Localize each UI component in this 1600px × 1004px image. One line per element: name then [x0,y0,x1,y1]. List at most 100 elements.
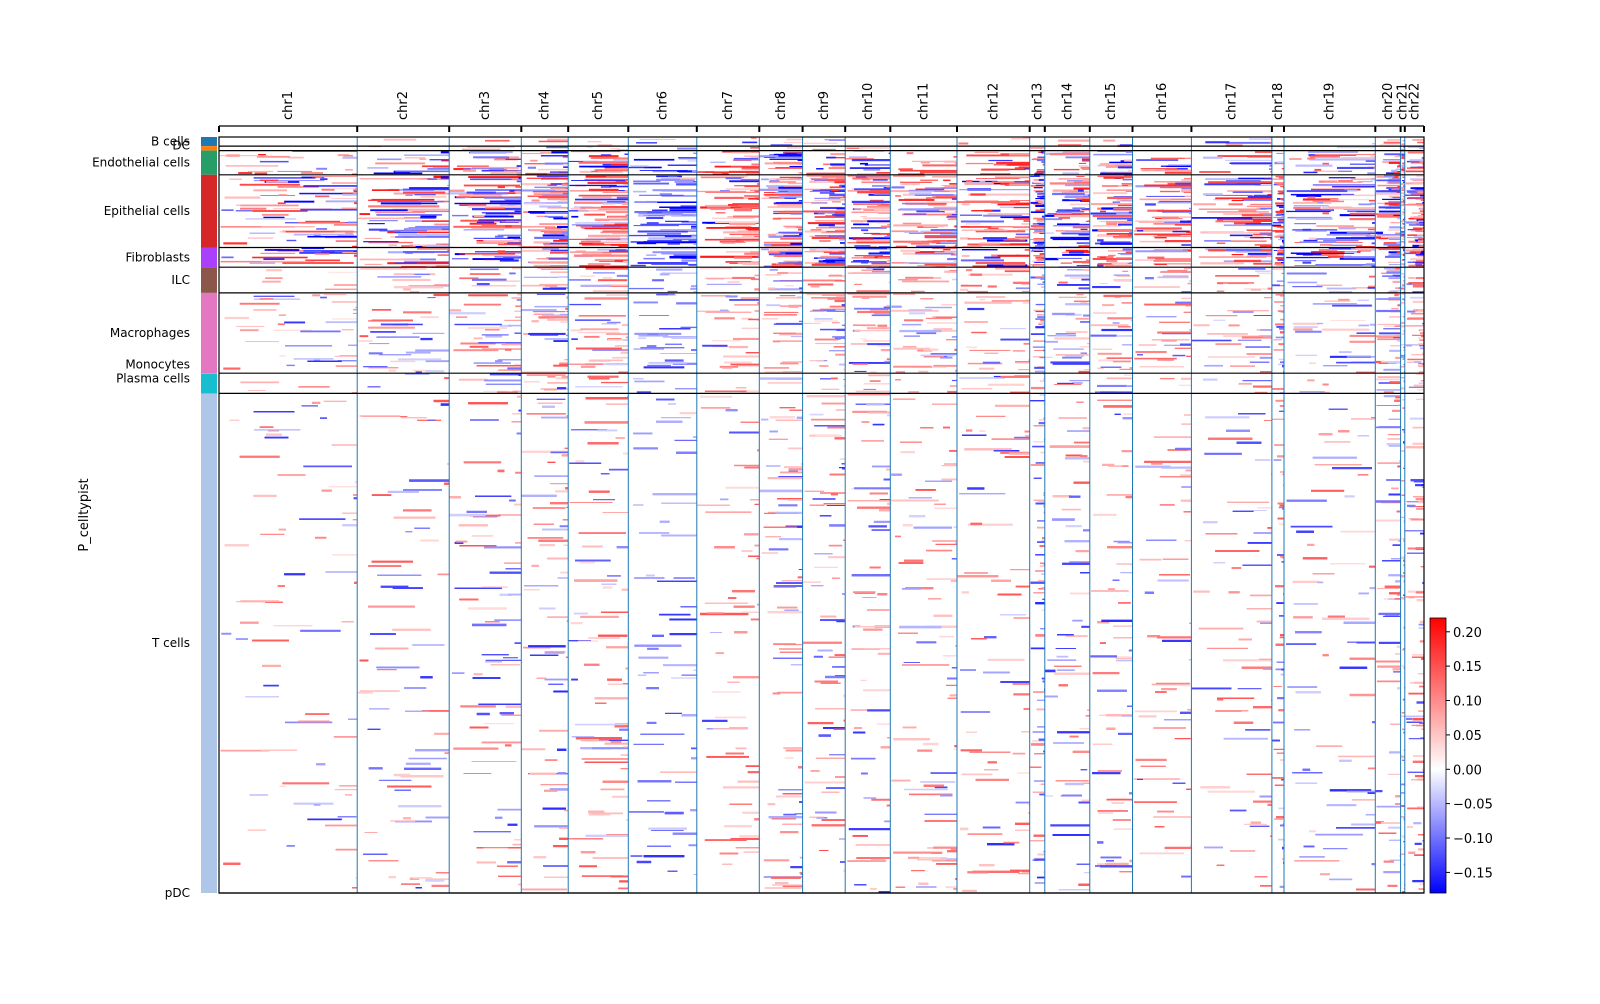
heatmap-streak [1043,151,1045,153]
heatmap-streak [904,319,924,322]
heatmap-streak [1004,270,1030,273]
heatmap-streak [1130,320,1133,322]
heatmap-streak [303,250,358,252]
heatmap-streak [725,295,738,298]
heatmap-streak [960,220,1004,223]
heatmap-streak [1135,250,1188,253]
heatmap-streak [1039,380,1045,382]
heatmap-streak [740,178,760,181]
heatmap-streak [1128,211,1133,214]
heatmap-streak [580,328,619,331]
heatmap-streak [1115,280,1133,282]
heatmap-streak [518,177,522,179]
heatmap-streak [1399,366,1401,368]
heatmap-streak [1035,184,1045,186]
heatmap-streak [574,254,629,257]
heatmap-streak [449,309,461,312]
heatmap-streak [639,170,688,171]
heatmap-streak [1276,204,1284,207]
heatmap-streak [1037,193,1045,195]
heatmap-streak [851,271,872,273]
heatmap-streak [675,388,697,390]
heatmap-streak [643,257,665,260]
heatmap-streak [926,322,958,324]
heatmap-streak [832,336,846,338]
heatmap-streak [706,227,760,229]
heatmap-streak [1407,277,1422,279]
heatmap-streak [1402,218,1405,221]
heatmap-streak [1134,233,1192,236]
heatmap-streak [720,190,730,192]
heatmap-streak [1299,241,1337,243]
heatmap-streak [902,323,922,326]
heatmap-streak [460,219,514,222]
heatmap-streak [325,200,358,203]
heatmap-streak [584,178,629,182]
heatmap-streak [562,156,569,158]
heatmap-streak [1410,312,1424,315]
heatmap-streak [1164,344,1192,346]
heatmap-streak [1036,260,1045,262]
heatmap-streak [913,194,958,196]
heatmap-streak [1238,268,1266,270]
heatmap-streak [570,329,583,332]
heatmap-streak [315,252,330,255]
heatmap-streak [1041,202,1045,205]
heatmap-streak [775,178,803,181]
heatmap-streak [1162,275,1189,277]
heatmap-streak [485,383,522,385]
heatmap-streak [1138,221,1164,223]
heatmap-streak [1372,222,1376,224]
heatmap-streak [534,236,569,239]
heatmap-streak [1217,218,1224,221]
heatmap-streak [1395,287,1401,289]
heatmap-streak [826,156,836,159]
heatmap-streak [900,249,920,252]
heatmap-streak [1272,268,1284,270]
heatmap-streak [345,169,353,171]
heatmap-streak [1255,151,1272,153]
heatmap-streak [847,265,891,267]
heatmap-streak [1203,156,1223,159]
heatmap-streak [1322,162,1329,165]
heatmap-streak [1188,280,1192,282]
heatmap-streak [1000,376,1030,378]
heatmap-streak [1041,286,1045,288]
heatmap-streak [1183,191,1192,193]
heatmap-streak [607,216,629,218]
heatmap-streak [1238,382,1252,385]
heatmap-streak [1399,303,1401,306]
heatmap-streak [1107,196,1133,199]
heatmap-streak [1103,139,1116,142]
heatmap-streak [1346,231,1376,234]
heatmap-streak [1307,196,1316,199]
heatmap-streak [225,165,279,167]
heatmap-streak [1403,226,1405,228]
heatmap-streak [581,244,629,246]
heatmap-streak [542,287,566,290]
heatmap-streak [1402,358,1405,360]
heatmap-streak [403,311,432,314]
heatmap-streak [1070,277,1090,279]
heatmap-streak [1079,222,1090,225]
heatmap-streak [971,210,993,212]
heatmap-streak [1033,190,1045,192]
heatmap-streak [880,349,891,352]
heatmap-streak [1058,216,1070,219]
heatmap-streak [924,236,957,239]
heatmap-streak [1287,216,1332,219]
heatmap-streak [1277,192,1284,195]
heatmap-streak [834,212,846,214]
heatmap-streak [1078,165,1089,168]
heatmap-streak [1395,168,1401,171]
heatmap-streak [812,309,836,312]
heatmap-streak [733,205,760,208]
heatmap-streak [835,229,846,232]
heatmap-streak [742,141,758,144]
heatmap-streak [460,342,496,345]
heatmap-streak [1382,275,1401,277]
heatmap-streak [803,142,838,144]
heatmap-streak [1416,259,1424,262]
heatmap-streak [819,378,832,380]
heatmap-streak [1320,243,1333,246]
